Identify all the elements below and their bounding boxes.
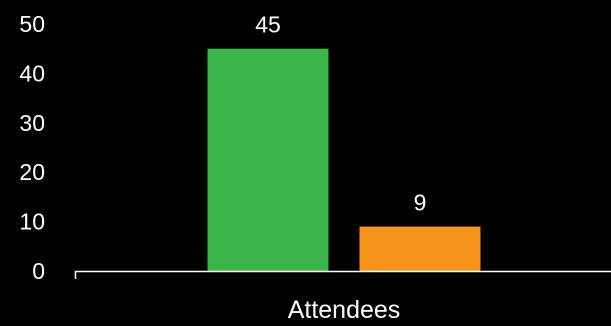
bar xyxy=(359,226,481,271)
y-axis-tick-label: 0 xyxy=(32,258,45,284)
y-axis-tick-label: 30 xyxy=(19,110,45,136)
x-axis-category-label: Attendees xyxy=(288,296,401,324)
bars xyxy=(207,48,481,272)
y-axis-tick-labels: 0 10 20 30 40 50 xyxy=(19,11,45,284)
data-label: 9 xyxy=(414,190,427,216)
data-labels: 45 9 xyxy=(255,12,426,216)
y-axis-tick-label: 10 xyxy=(19,209,45,235)
y-axis-tick-label: 50 xyxy=(19,11,45,37)
y-axis-tick-label: 20 xyxy=(19,159,45,185)
bar xyxy=(207,48,329,272)
y-axis-tick-label: 40 xyxy=(19,60,45,86)
data-label: 45 xyxy=(255,12,281,38)
